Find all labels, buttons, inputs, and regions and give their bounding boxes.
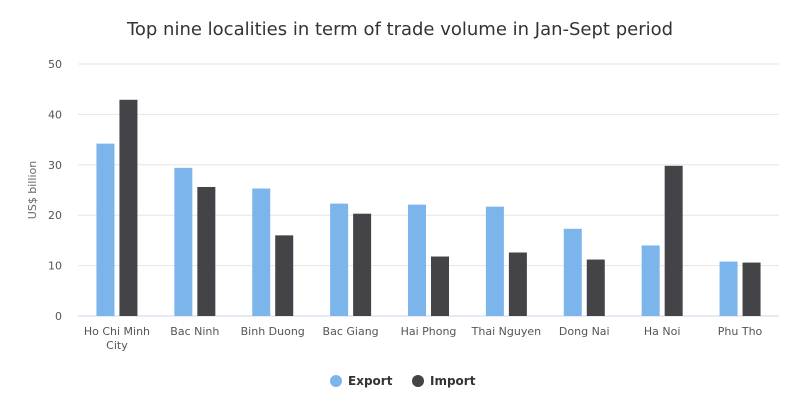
- bar-export[interactable]: [330, 203, 349, 316]
- legend-label-import[interactable]: Import: [430, 374, 476, 388]
- y-axis-title: US$ billion: [26, 161, 39, 219]
- x-tick-label: Phu Tho: [718, 325, 763, 338]
- bar-export[interactable]: [563, 228, 582, 316]
- x-tick-label: Ho Chi Minh: [84, 325, 150, 338]
- x-tick-label: Bac Ninh: [170, 325, 219, 338]
- x-tick-label: Dong Nai: [559, 325, 610, 338]
- bar-export[interactable]: [252, 188, 271, 316]
- y-tick-label: 10: [48, 260, 62, 273]
- y-tick-label: 20: [48, 209, 62, 222]
- x-tick-label: Hai Phong: [401, 325, 457, 338]
- bar-export[interactable]: [96, 143, 115, 316]
- bar-import[interactable]: [119, 99, 138, 316]
- x-tick-label: Bac Giang: [323, 325, 379, 338]
- bar-import[interactable]: [586, 259, 605, 316]
- bars: [96, 99, 761, 316]
- legend: Export Import: [330, 374, 476, 388]
- legend-label-export[interactable]: Export: [348, 374, 393, 388]
- chart-title: Top nine localities in term of trade vol…: [126, 19, 673, 40]
- gridlines: [78, 63, 779, 317]
- x-tick-label: Thai Nguyen: [471, 325, 541, 338]
- bar-export[interactable]: [485, 206, 504, 316]
- bar-import[interactable]: [197, 186, 216, 316]
- bar-export[interactable]: [719, 261, 738, 316]
- bar-export[interactable]: [408, 204, 426, 316]
- y-axis-ticks: 0 10 20 30 40 50: [48, 58, 62, 323]
- x-tick-label: Ha Noi: [644, 325, 681, 338]
- x-tick-label: Binh Duong: [241, 325, 305, 338]
- legend-marker-import: [412, 375, 424, 387]
- bar-export[interactable]: [174, 167, 193, 316]
- bar-import[interactable]: [508, 252, 527, 316]
- y-tick-label: 50: [48, 58, 62, 71]
- bar-import[interactable]: [664, 165, 683, 316]
- legend-marker-export: [330, 375, 342, 387]
- y-tick-label: 0: [55, 310, 62, 323]
- bar-import[interactable]: [275, 235, 294, 316]
- y-tick-label: 30: [48, 159, 62, 172]
- bar-import[interactable]: [353, 213, 372, 316]
- x-tick-label: City: [106, 339, 128, 352]
- bar-export[interactable]: [641, 245, 660, 316]
- y-tick-label: 40: [48, 108, 62, 121]
- bar-import[interactable]: [742, 262, 761, 316]
- bar-import[interactable]: [431, 256, 449, 316]
